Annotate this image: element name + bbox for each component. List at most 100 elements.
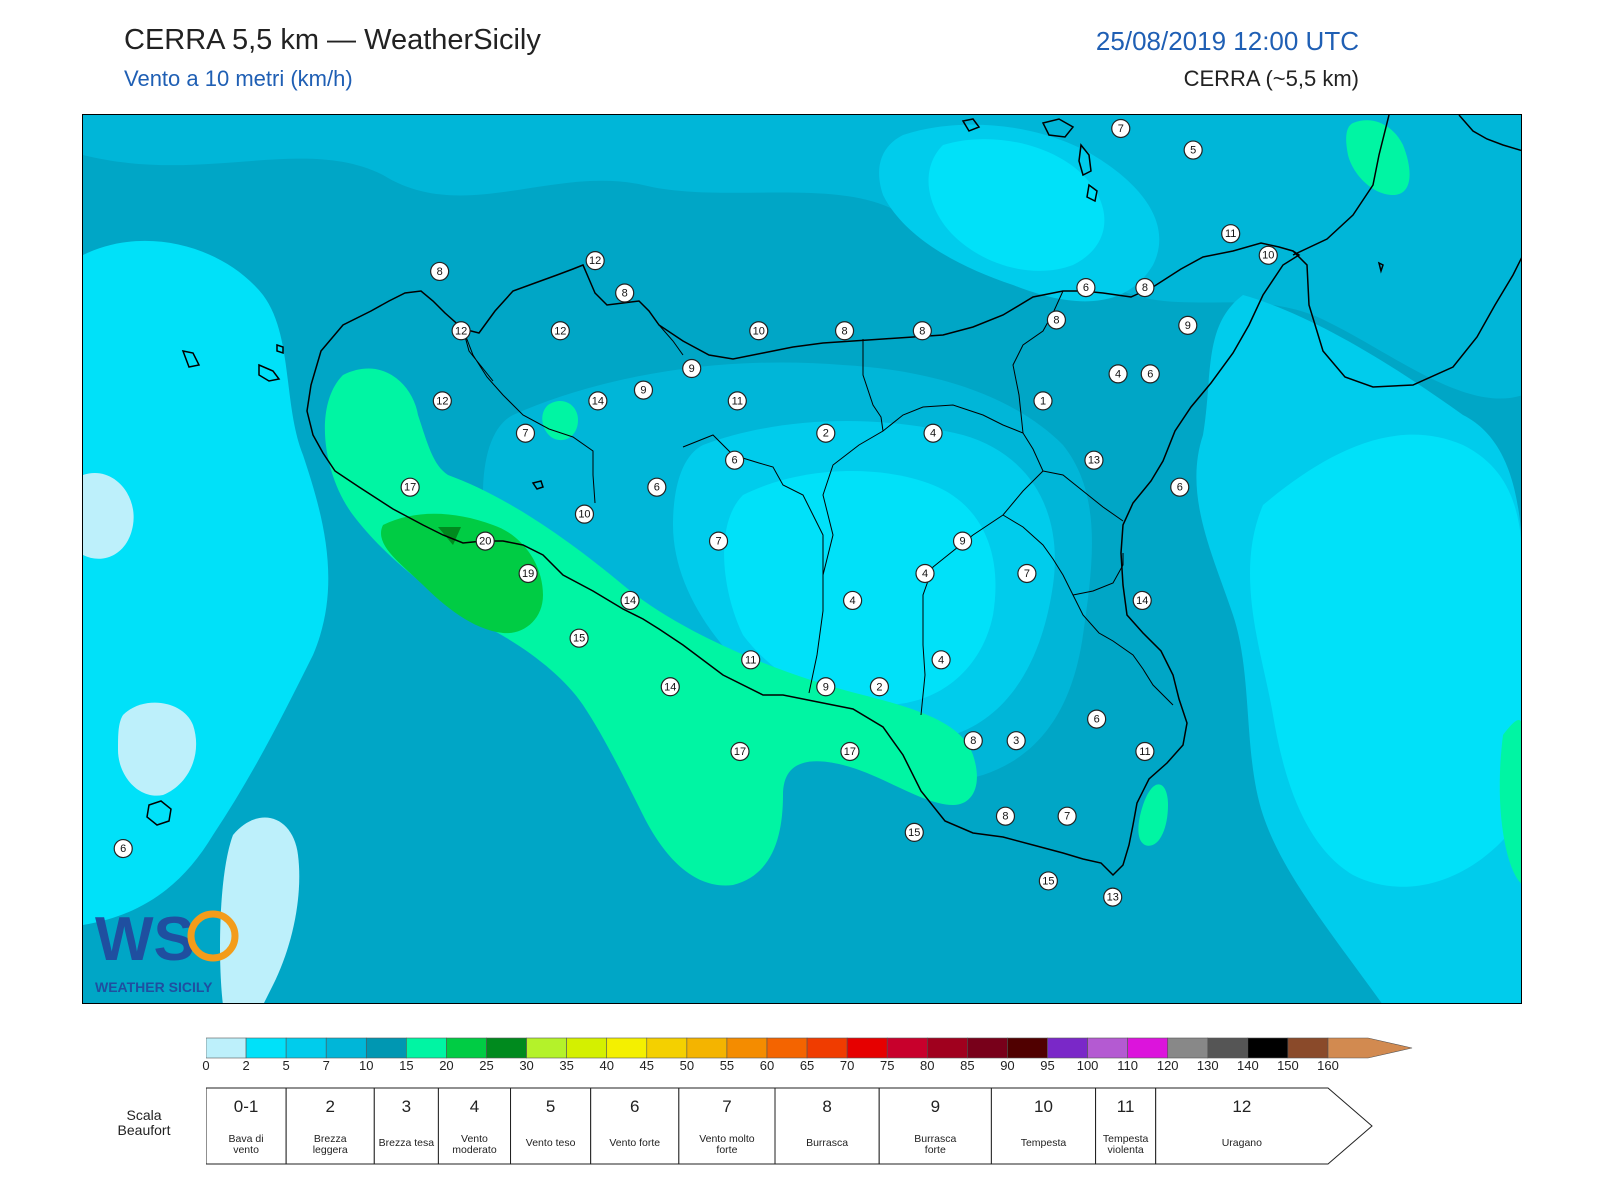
beaufort-cell: 2 Brezza leggera <box>285 1087 375 1165</box>
beaufort-description: Vento moderato <box>452 1133 497 1156</box>
colorbar-tick-label: 15 <box>399 1058 414 1073</box>
station-value: 2 <box>876 681 882 693</box>
station-circle <box>923 423 943 443</box>
wind-contours <box>83 115 1521 1003</box>
beaufort-number: 9 <box>931 1097 940 1116</box>
station-value: 8 <box>437 266 443 278</box>
station-marker: 12 <box>550 321 570 341</box>
station-circle <box>660 677 680 697</box>
station-circle <box>1178 315 1198 335</box>
station-value: 8 <box>919 325 925 337</box>
colorbar-swatch <box>806 1037 848 1059</box>
colorbar-swatch-arrow <box>1327 1037 1413 1059</box>
station-circle <box>518 563 538 584</box>
beaufort-number: 4 <box>470 1097 479 1116</box>
colorbar-swatch <box>846 1037 888 1059</box>
colorbar-tick-label: 85 <box>960 1058 975 1073</box>
station-value: 19 <box>522 568 534 580</box>
beaufort-description: Brezza tesa <box>379 1137 435 1149</box>
beaufort-number: 11 <box>1117 1097 1135 1116</box>
station-marker: 8 <box>995 806 1016 826</box>
beaufort-description: Vento forte <box>609 1137 660 1149</box>
beaufort-cell: 6 Vento forte <box>590 1087 680 1165</box>
beaufort-cells: 0-1 Bava di vento 2 Brezza leggera 3 Brezza tes… <box>206 1087 1373 1165</box>
station-marker: 10 <box>1258 245 1278 265</box>
station-value: 7 <box>1024 568 1030 580</box>
beaufort-number: 8 <box>822 1097 831 1116</box>
colorbar-tick-label: 140 <box>1236 1058 1259 1073</box>
station-marker: 11 <box>1135 741 1155 762</box>
station-circle <box>515 423 536 443</box>
station-marker: 14 <box>620 590 640 611</box>
station-circle <box>569 628 589 648</box>
station-circle <box>647 477 667 497</box>
station-marker: 15 <box>904 822 924 842</box>
station-marker: 1 <box>1033 391 1053 411</box>
station-marker: 6 <box>725 450 745 470</box>
station-marker: 6 <box>113 838 133 859</box>
station-value: 17 <box>844 746 856 758</box>
station-marker: 8 <box>834 321 855 341</box>
station-value: 14 <box>664 681 676 693</box>
station-circle <box>1140 364 1160 384</box>
colorbar-swatch <box>1247 1037 1289 1059</box>
colorbar-swatch <box>1287 1037 1329 1059</box>
colorbar-swatch <box>1207 1037 1249 1059</box>
colorbar-swatch <box>486 1037 527 1059</box>
station-value: 12 <box>589 255 601 267</box>
beaufort-number: 2 <box>325 1097 334 1116</box>
colorbar-swatch <box>1047 1037 1088 1059</box>
station-marker: 9 <box>1178 315 1198 335</box>
colorbar-swatch <box>1087 1037 1128 1059</box>
beaufort-description: Brezza leggera <box>313 1133 348 1156</box>
station-value: 15 <box>573 633 585 645</box>
station-value: 13 <box>1088 455 1100 467</box>
station-value: 9 <box>959 536 965 548</box>
station-circle <box>1221 224 1241 244</box>
station-value: 10 <box>753 325 765 337</box>
beaufort-scale: 0-1 Bava di vento 2 Brezza leggera 3 Brezza tes… <box>206 1087 1373 1165</box>
station-circle <box>1057 806 1077 826</box>
colorbar-tick-label: 20 <box>439 1058 454 1073</box>
station-marker: 8 <box>430 261 450 282</box>
station-circle <box>1087 709 1107 729</box>
colorbar-swatches <box>206 1037 1413 1059</box>
station-circle <box>1170 477 1190 497</box>
station-value: 4 <box>850 595 856 607</box>
colorbar-tick-label: 90 <box>1000 1058 1015 1073</box>
colorbar-tick-label: 50 <box>679 1058 695 1073</box>
station-value: 17 <box>404 482 416 494</box>
contour-west-0-2b <box>118 702 197 796</box>
map-datetime: 25/08/2019 12:00 UTC <box>1095 26 1359 56</box>
station-marker: 2 <box>816 423 836 443</box>
station-marker: 19 <box>518 563 538 584</box>
beaufort-cell: 10 Tempesta <box>990 1087 1097 1165</box>
station-circle <box>840 741 860 762</box>
colorbar-tick-label: 65 <box>799 1058 815 1073</box>
station-value: 8 <box>970 735 976 747</box>
station-marker: 17 <box>400 477 420 497</box>
station-circle <box>915 563 935 584</box>
beaufort-description: Tempesta violenta <box>1103 1133 1149 1156</box>
station-marker: 11 <box>741 650 761 670</box>
colorbar-swatch <box>406 1037 447 1059</box>
wind-map[interactable]: 7 5 11 10 8 12 8 6 8 8 12 12 10 8 8 9 4 6 9 9 12 14 11 1 2 4 7 6 13 1… <box>82 114 1522 1004</box>
station-value: 7 <box>1064 811 1070 823</box>
station-value: 5 <box>1190 145 1196 157</box>
colorbar-tick-label: 10 <box>359 1058 374 1073</box>
station-value: 4 <box>922 568 928 580</box>
station-value: 17 <box>734 746 746 758</box>
station-circle <box>550 321 570 341</box>
station-value: 11 <box>732 395 743 407</box>
colorbar-swatch <box>646 1037 688 1059</box>
station-marker: 5 <box>1183 140 1203 160</box>
station-marker: 15 <box>569 628 589 648</box>
station-marker: 6 <box>647 477 667 497</box>
colorbar-tick-label: 60 <box>759 1058 775 1073</box>
map-subtitle: Vento a 10 metri (km/h) <box>124 66 353 91</box>
colorbar-swatch <box>446 1037 487 1059</box>
station-circle <box>834 321 855 341</box>
colorbar-tick-label: 130 <box>1196 1058 1219 1073</box>
station-marker: 9 <box>682 358 702 379</box>
